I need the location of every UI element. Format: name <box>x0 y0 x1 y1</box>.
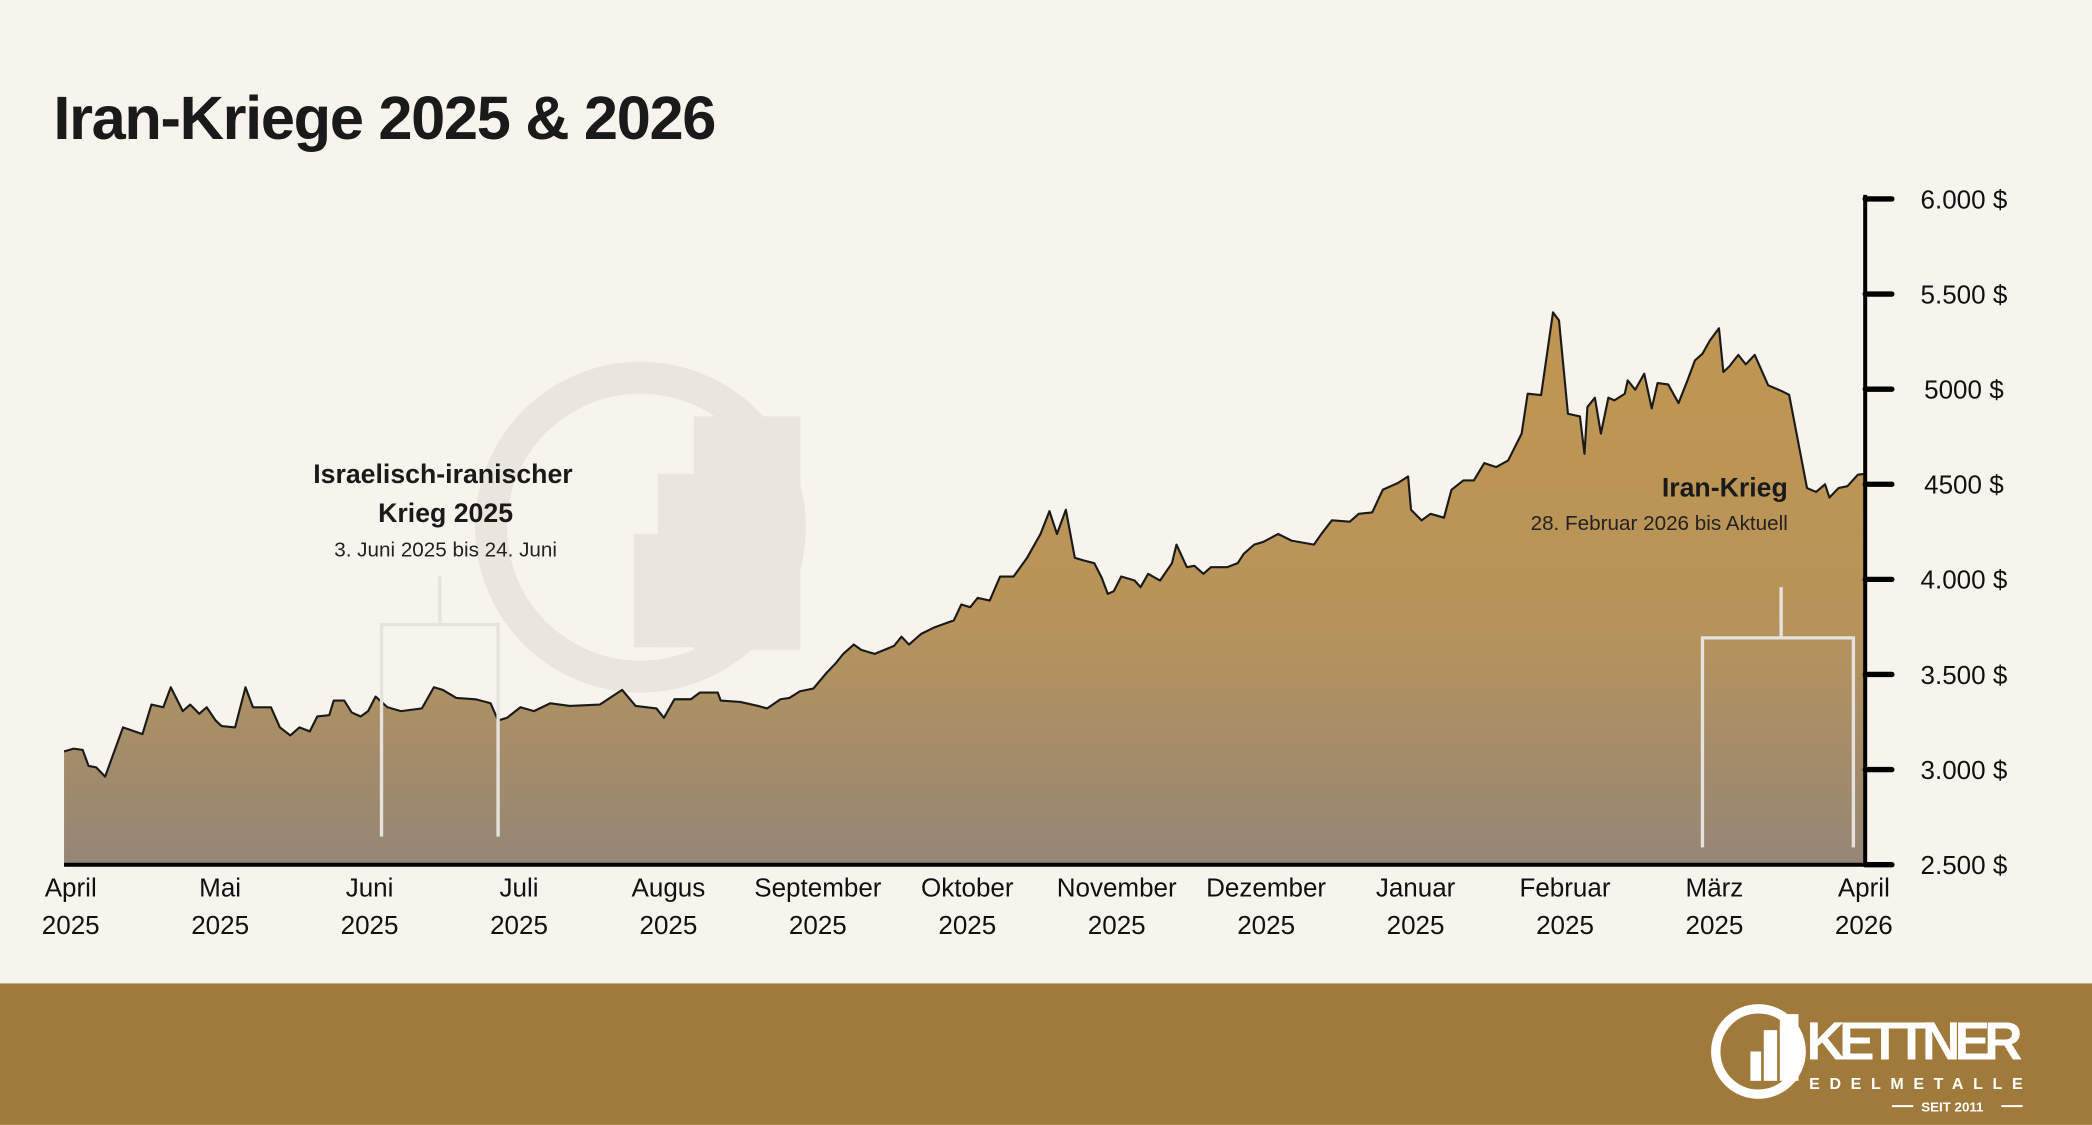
chart-title: Iran-Kriege 2025 & 2026 <box>53 84 715 153</box>
x-tick-year: 2026 <box>1835 910 1893 940</box>
x-tick-month: Dezember <box>1206 873 1326 903</box>
x-tick-year: 2025 <box>1536 910 1594 940</box>
war-2026-title: Iran-Krieg <box>1662 472 1788 502</box>
x-tick-year: 2025 <box>1686 910 1744 940</box>
x-tick-year: 2025 <box>938 910 996 940</box>
x-tick-year: 2025 <box>789 910 847 940</box>
y-tick-label: 5.500 $ <box>1921 279 2008 309</box>
x-tick-year: 2025 <box>1387 910 1445 940</box>
x-tick-year: 2025 <box>490 910 548 940</box>
x-tick-month: Juni <box>346 873 394 903</box>
war-2025-title-line2: Krieg 2025 <box>378 498 513 528</box>
y-tick-label: 3.500 $ <box>1921 660 2008 690</box>
x-tick-month: September <box>754 873 882 903</box>
watermark-logo <box>474 361 806 693</box>
x-tick-month: Augus <box>632 873 706 903</box>
x-tick-year: 2025 <box>42 910 100 940</box>
logo-since: SEIT 2011 <box>1921 1100 1984 1115</box>
y-tick-label: 6.000 $ <box>1921 184 2008 214</box>
logo-ring-icon <box>1711 1004 1806 1099</box>
price-line <box>63 311 1866 778</box>
y-tick-label: 3.000 $ <box>1921 755 2008 785</box>
x-tick-month: Mai <box>199 873 241 903</box>
x-tick-month: Februar <box>1519 873 1610 903</box>
kettner-logo: KETTNER EDELMETALLE SEIT 2011 <box>1711 1004 2023 1115</box>
footer-band <box>0 983 2092 1125</box>
x-tick-year: 2025 <box>640 910 698 940</box>
x-tick-month: Juli <box>499 873 538 903</box>
x-tick-year: 2025 <box>341 910 399 940</box>
y-tick-label: 5000 $ <box>1924 374 2004 404</box>
x-tick-year: 2025 <box>1237 910 1295 940</box>
logo-name: KETTNER <box>1806 1012 2022 1071</box>
x-tick-month: Januar <box>1376 873 1456 903</box>
x-tick-month: November <box>1057 873 1177 903</box>
x-tick-month: April <box>45 873 97 903</box>
y-tick-label: 4500 $ <box>1924 470 2004 500</box>
price-area <box>64 312 1866 865</box>
y-tick-label: 2.500 $ <box>1921 850 2008 880</box>
x-tick-month: März <box>1686 873 1744 903</box>
y-tick-label: 4.000 $ <box>1921 565 2008 595</box>
x-tick-year: 2025 <box>191 910 249 940</box>
x-tick-month: Oktober <box>921 873 1014 903</box>
war-2025-bracket <box>379 576 500 837</box>
war-2025-subtitle: 3. Juni 2025 bis 24. Juni <box>334 538 557 561</box>
x-tick-month: April <box>1838 873 1890 903</box>
war-2026-subtitle: 28. Februar 2026 bis Aktuell <box>1531 512 1788 535</box>
x-tick-year: 2025 <box>1088 910 1146 940</box>
war-2026-bracket <box>1700 587 1856 848</box>
war-2025-title: Israelisch-iranischer <box>313 459 572 489</box>
